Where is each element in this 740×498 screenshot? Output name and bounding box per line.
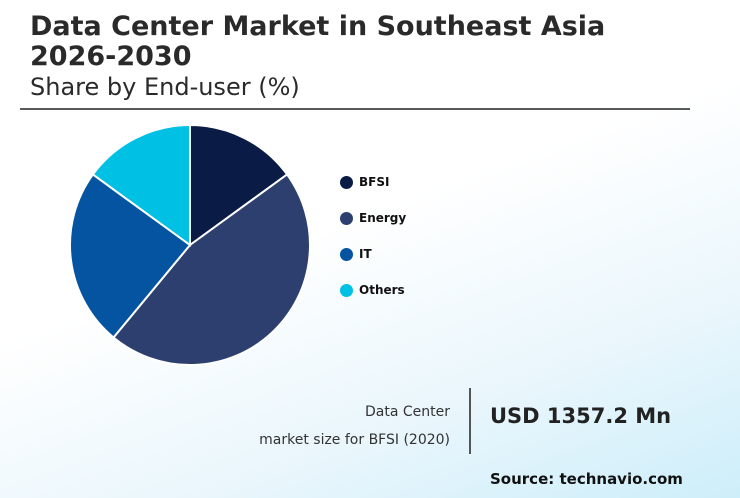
market-label-line1: Data Center bbox=[365, 404, 450, 420]
chart-legend: BFSI Energy IT Others bbox=[340, 173, 406, 317]
pie-slice-energy bbox=[112, 173, 311, 366]
chart-title: Data Center Market in Southeast Asia 202… bbox=[30, 11, 606, 72]
legend-item-bfsi: BFSI bbox=[340, 173, 406, 191]
header-divider bbox=[20, 108, 690, 110]
legend-label: Energy bbox=[359, 211, 407, 225]
market-size-value: USD 1357.2 Mn bbox=[490, 404, 672, 428]
pie-slice-bfsi bbox=[189, 123, 289, 247]
pie-slice-it bbox=[69, 173, 192, 339]
market-label-line2: market size for BFSI (2020) bbox=[259, 432, 450, 448]
source-credit: Source: technavio.com bbox=[490, 470, 683, 488]
legend-label: BFSI bbox=[359, 175, 390, 189]
legend-swatch bbox=[340, 247, 353, 261]
legend-item-others: Others bbox=[340, 281, 406, 299]
legend-item-it: IT bbox=[340, 245, 406, 263]
legend-label: Others bbox=[359, 283, 405, 297]
chart-subtitle: Share by End-user (%) bbox=[30, 73, 300, 101]
legend-swatch bbox=[340, 175, 353, 189]
market-divider bbox=[469, 388, 471, 454]
legend-swatch bbox=[340, 211, 353, 225]
pie-slice-others bbox=[91, 123, 191, 247]
legend-label: IT bbox=[359, 247, 372, 261]
legend-item-energy: Energy bbox=[340, 209, 406, 227]
legend-swatch bbox=[340, 283, 353, 297]
market-size-label: Data Center market size for BFSI (2020) bbox=[259, 398, 450, 454]
